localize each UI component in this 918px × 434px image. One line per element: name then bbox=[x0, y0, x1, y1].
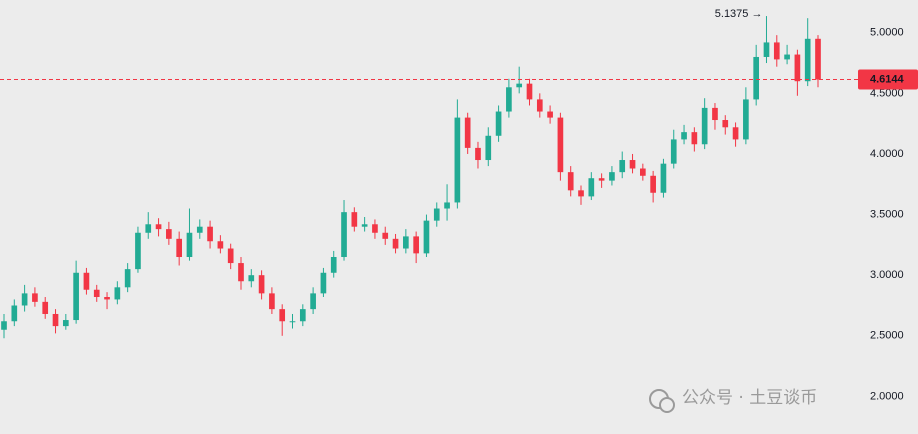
candle-body bbox=[557, 117, 564, 173]
candle-body bbox=[804, 38, 811, 82]
wechat-icon bbox=[659, 397, 675, 413]
candle-body bbox=[475, 147, 481, 161]
y-tick-label: 5.0000 bbox=[870, 27, 904, 39]
candle-body bbox=[784, 54, 790, 60]
candle-body bbox=[227, 248, 234, 264]
candle-body bbox=[93, 289, 100, 298]
candle-body bbox=[279, 309, 286, 322]
candle-body bbox=[423, 220, 430, 254]
candle-body bbox=[176, 238, 182, 258]
candle-body bbox=[217, 241, 224, 249]
watermark-text: 公众号 · 土豆谈币 bbox=[682, 388, 817, 408]
candle-body bbox=[186, 232, 193, 258]
candle-body bbox=[269, 293, 275, 310]
candle-body bbox=[42, 301, 49, 314]
candle-body bbox=[135, 232, 141, 270]
candle-body bbox=[485, 135, 492, 161]
candle-body bbox=[722, 120, 729, 128]
candle-body bbox=[73, 272, 79, 321]
candle-body bbox=[341, 212, 347, 258]
candle-body bbox=[732, 127, 739, 140]
y-tick-label: 4.0000 bbox=[870, 148, 904, 160]
candle-body bbox=[598, 178, 605, 181]
candle-body bbox=[52, 313, 59, 327]
candle-body bbox=[21, 293, 28, 306]
candle-body bbox=[547, 111, 553, 118]
candle-body bbox=[619, 160, 626, 173]
candle-body bbox=[392, 238, 399, 249]
candle-body bbox=[289, 321, 296, 323]
candle-body bbox=[567, 172, 574, 191]
y-tick-label: 3.5000 bbox=[870, 208, 904, 220]
candle-body bbox=[495, 111, 502, 136]
candle-body bbox=[794, 54, 801, 82]
candle-body bbox=[403, 236, 409, 249]
last-price-box bbox=[858, 69, 918, 90]
y-tick-label: 2.0000 bbox=[870, 390, 904, 402]
candle-body bbox=[444, 202, 450, 209]
candle-body bbox=[32, 293, 38, 302]
candle-body bbox=[773, 42, 780, 60]
candle-body bbox=[145, 224, 152, 233]
candle-body bbox=[670, 139, 677, 164]
candle-body bbox=[629, 160, 636, 169]
candle-body bbox=[640, 168, 646, 176]
candle-body bbox=[114, 287, 121, 300]
candle-body bbox=[743, 99, 749, 140]
candle-body bbox=[248, 275, 255, 282]
candle-body bbox=[691, 132, 698, 145]
candle-body bbox=[258, 275, 265, 294]
candle-body bbox=[526, 83, 533, 100]
last-price-label: 4.6144 bbox=[870, 73, 905, 85]
candle-body bbox=[104, 297, 110, 300]
candle-body bbox=[588, 178, 595, 197]
candle-body bbox=[650, 175, 656, 193]
candle-body bbox=[609, 172, 615, 181]
candle-body bbox=[11, 305, 18, 322]
candle-body bbox=[330, 257, 337, 273]
candle-body bbox=[351, 212, 358, 227]
candle-body bbox=[361, 224, 368, 227]
candle-body bbox=[372, 224, 378, 233]
candle-body bbox=[712, 107, 718, 121]
candle-body bbox=[62, 320, 69, 327]
candle-body bbox=[454, 117, 461, 203]
candle-body bbox=[433, 208, 440, 221]
candle-body bbox=[516, 83, 523, 88]
candle-body bbox=[238, 263, 244, 282]
candle-body bbox=[413, 236, 419, 254]
candle-body bbox=[660, 163, 667, 193]
y-tick-label: 4.5000 bbox=[870, 87, 904, 99]
candle-body bbox=[763, 42, 770, 57]
candle-body bbox=[701, 107, 708, 145]
candle-body bbox=[320, 272, 327, 294]
candle-body bbox=[166, 229, 172, 239]
watermark: 公众号 · 土豆谈币 bbox=[649, 388, 817, 413]
y-tick-label: 3.0000 bbox=[870, 269, 904, 281]
candle-body bbox=[578, 190, 584, 197]
y-tick-label: 2.5000 bbox=[870, 330, 904, 342]
candle-body bbox=[155, 224, 162, 230]
candle-body bbox=[196, 226, 203, 233]
candle-body bbox=[815, 38, 821, 80]
candle-body bbox=[753, 56, 760, 100]
candle-body bbox=[83, 272, 90, 290]
candle-body bbox=[681, 132, 687, 140]
candle-body bbox=[464, 117, 471, 148]
candle-body bbox=[536, 99, 543, 112]
candle-body bbox=[124, 269, 131, 288]
candle-body bbox=[310, 293, 316, 310]
candle-body bbox=[382, 232, 389, 239]
candle-body bbox=[299, 309, 306, 322]
candle-body bbox=[207, 226, 213, 242]
candle-body bbox=[506, 87, 512, 112]
high-label: 5.1375 → bbox=[715, 8, 763, 20]
candle-body bbox=[1, 321, 7, 330]
